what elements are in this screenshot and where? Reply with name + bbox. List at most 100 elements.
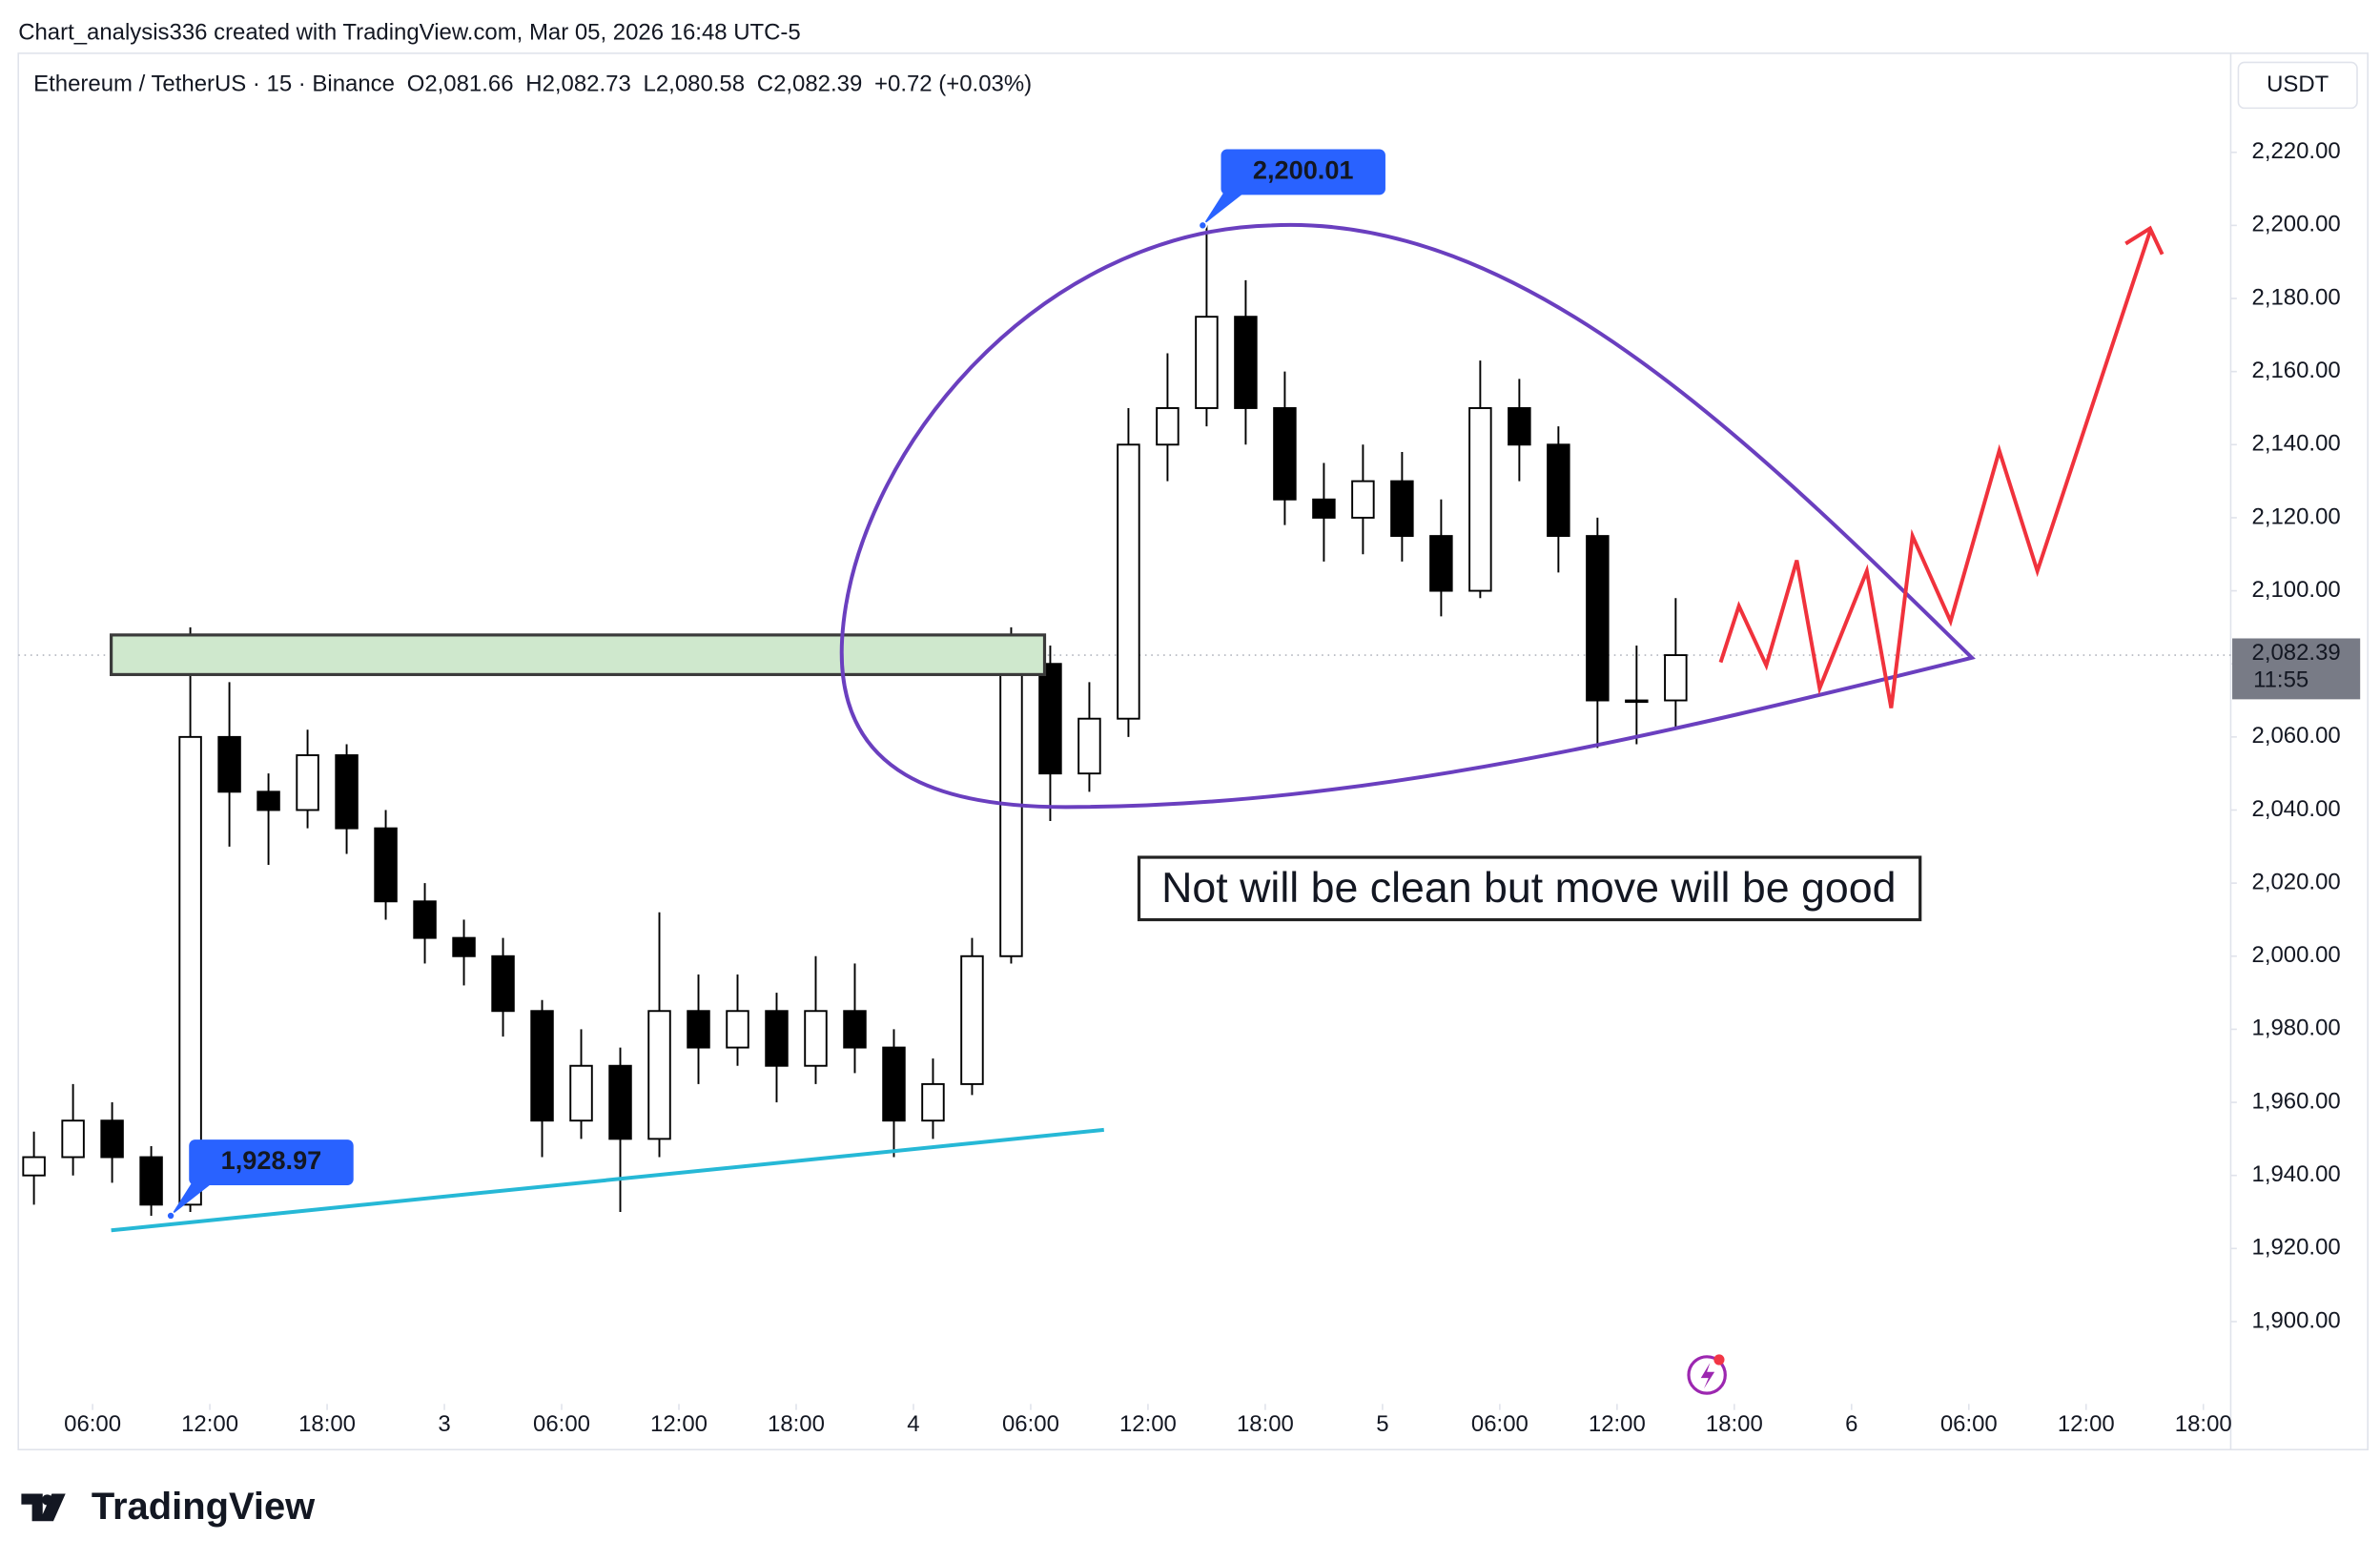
callout-pointer <box>1202 192 1246 226</box>
candle-body <box>1351 480 1375 519</box>
y-tick-label: 1,940.00 <box>2252 1161 2341 1187</box>
candle-body <box>217 735 241 793</box>
chart-frame <box>17 52 2369 1451</box>
candle-body <box>1547 443 1570 538</box>
symbol: Ethereum / TetherUS · 15 · Binance <box>33 72 395 97</box>
annotation: Not will be clean but move will be good <box>1161 865 1896 912</box>
symbol-legend: Ethereum / TetherUS · 15 · Binance O2,081… <box>33 72 1032 97</box>
candle-body <box>61 1119 85 1159</box>
currency: USDT <box>2267 72 2329 97</box>
candle-body <box>608 1064 632 1140</box>
candle-body <box>687 1010 710 1049</box>
candle-body <box>1664 654 1688 702</box>
candle-body <box>1156 407 1180 446</box>
projection-arrowhead <box>2124 225 2165 256</box>
brand: TradingView <box>92 1486 316 1528</box>
candle-body <box>256 790 280 811</box>
brand-mark <box>21 1493 66 1522</box>
currency-button[interactable] <box>2237 61 2358 110</box>
candle-body <box>1390 480 1414 538</box>
x-tick-label: 5 <box>1376 1411 1388 1437</box>
y-tick-label: 2,160.00 <box>2252 358 2341 383</box>
attribution: Chart_analysis336 created with TradingVi… <box>18 19 801 45</box>
candle-body <box>921 1082 945 1122</box>
brand-mark-dot <box>41 1494 53 1506</box>
ohlc-change: +0.72 (+0.03%) <box>874 72 1032 97</box>
y-tick-label: 2,140.00 <box>2252 431 2341 457</box>
annotation-box <box>1137 855 1922 922</box>
ohlc-low: L2,080.58 <box>644 72 746 97</box>
x-tick-label: 06:00 <box>533 1411 590 1437</box>
candle-body <box>1468 407 1492 592</box>
candle-body <box>1429 535 1453 592</box>
candle-body <box>765 1010 789 1067</box>
ohlc-close: C2,082.39 <box>757 72 862 97</box>
y-tick-label: 1,920.00 <box>2252 1235 2341 1261</box>
x-tick-label: 12:00 <box>181 1411 238 1437</box>
candle-body <box>1195 316 1219 409</box>
callout-label: 2,200.01 <box>1253 155 1354 185</box>
x-tick-label: 18:00 <box>1237 1411 1294 1437</box>
callout-dot <box>1198 220 1208 231</box>
alert-bolt <box>1700 1363 1715 1389</box>
x-tick-label: 06:00 <box>1471 1411 1529 1437</box>
y-tick-label: 2,180.00 <box>2252 284 2341 310</box>
candle-body <box>139 1156 163 1206</box>
candle-body <box>804 1010 828 1067</box>
drawings: Not will be clean but move will be good … <box>110 149 2165 1395</box>
callout-dot <box>166 1211 175 1221</box>
candle-body <box>491 954 515 1013</box>
candle-body <box>882 1046 906 1122</box>
projection-path <box>1718 231 2152 708</box>
callout-pointer <box>171 1181 214 1216</box>
candle-body <box>1312 498 1336 519</box>
current-price-tag <box>2232 638 2361 700</box>
alert-dot <box>1713 1354 1725 1365</box>
candle-body <box>843 1010 867 1049</box>
y-tick-label: 2,200.00 <box>2252 212 2341 237</box>
candle-body <box>960 954 984 1085</box>
x-tick-label: 06:00 <box>64 1411 121 1437</box>
countdown: 11:55 <box>2253 667 2308 693</box>
x-tick-label: 4 <box>907 1411 919 1437</box>
callout-box <box>1221 149 1385 195</box>
x-tick-label: 12:00 <box>650 1411 708 1437</box>
candle-body <box>335 754 359 830</box>
y-tick-label: 1,900.00 <box>2252 1307 2341 1333</box>
callout-label: 1,928.97 <box>221 1145 322 1175</box>
x-tick-label: 6 <box>1845 1411 1857 1437</box>
x-tick-label: 06:00 <box>1002 1411 1059 1437</box>
candle-body <box>1273 407 1297 501</box>
y-tick-label: 2,060.00 <box>2252 723 2341 749</box>
y-tick-label: 1,980.00 <box>2252 1016 2341 1041</box>
candle-body <box>1117 443 1140 720</box>
candle-body <box>530 1010 554 1122</box>
candle-body <box>178 735 202 1206</box>
candle-body <box>726 1010 749 1049</box>
callout-box <box>189 1139 354 1186</box>
candle-body <box>1038 663 1062 775</box>
resistance-zone <box>110 633 1047 677</box>
x-tick-label: 18:00 <box>1706 1411 1763 1437</box>
candle-body <box>1625 699 1649 704</box>
candle-body <box>999 663 1023 957</box>
ohlc-open: O2,081.66 <box>407 72 514 97</box>
y-tick-label: 1,960.00 <box>2252 1088 2341 1114</box>
candle-body <box>1586 535 1610 702</box>
candle-body <box>374 827 398 903</box>
x-tick-label: 18:00 <box>768 1411 825 1437</box>
y-tick-label: 2,220.00 <box>2252 138 2341 164</box>
candle-body <box>1077 717 1101 775</box>
y-tick-label: 2,020.00 <box>2252 869 2341 894</box>
y-tick-label: 2,000.00 <box>2252 942 2341 968</box>
brand-logo <box>21 1493 66 1522</box>
x-tick-label: 12:00 <box>2058 1411 2115 1437</box>
pattern-curve <box>839 222 1976 810</box>
candle-body <box>569 1064 593 1122</box>
candle-body <box>1234 316 1258 409</box>
x-tick-label: 12:00 <box>1119 1411 1177 1437</box>
candle-body <box>100 1119 124 1159</box>
candle-body <box>647 1010 671 1140</box>
candle-body <box>452 936 476 957</box>
candle-body <box>1508 407 1531 446</box>
